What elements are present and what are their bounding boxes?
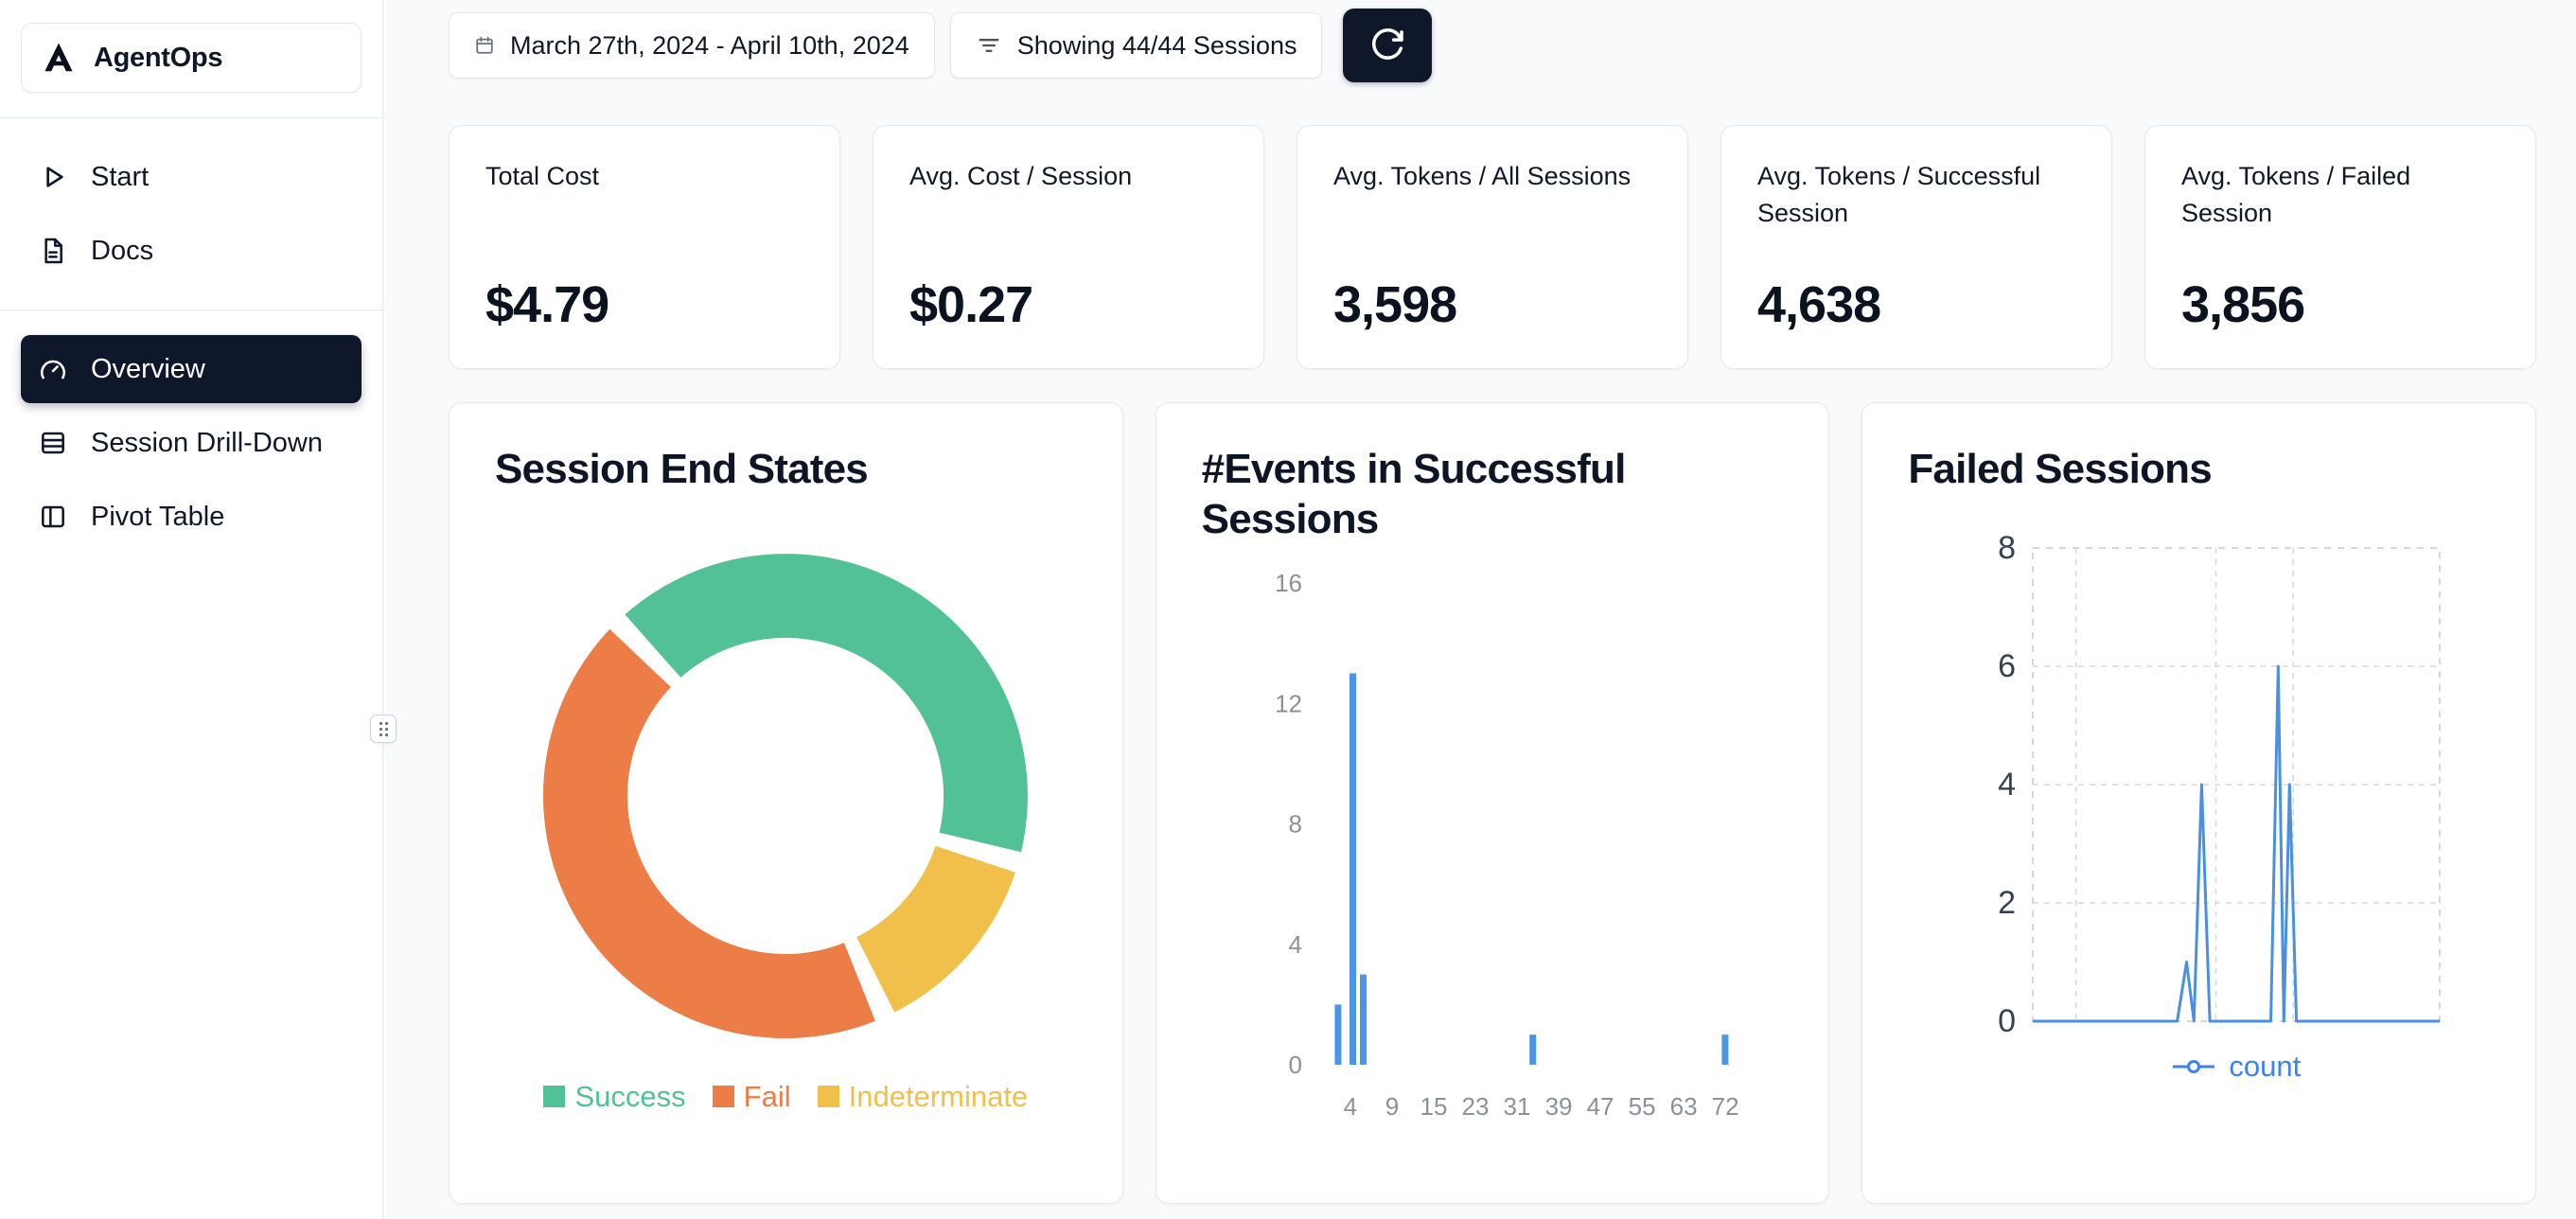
nav-label: Start xyxy=(91,161,150,192)
gauge-icon xyxy=(38,354,68,384)
legend-label: count xyxy=(2229,1049,2302,1083)
legend-marker-icon xyxy=(2173,1059,2215,1073)
stat-label: Avg. Tokens / Successful Session xyxy=(1757,162,2041,228)
nav-label: Pivot Table xyxy=(91,501,225,532)
charts-row: Session End States Success Fail Indetermin… xyxy=(449,402,2537,1204)
events-histogram-card: #Events in Successful Sessions 0 4 8 12 16 4 9… xyxy=(1155,402,1830,1204)
chart-legend[interactable]: count xyxy=(2033,1050,2440,1084)
date-range-button[interactable]: March 27th, 2024 - April 10th, 2024 xyxy=(449,12,935,79)
sidebar-item-overview[interactable]: Overview xyxy=(21,335,362,403)
stats-row: Total Cost $4.79 Avg. Cost / Session $0.… xyxy=(449,125,2536,369)
svg-text:23: 23 xyxy=(1461,1092,1489,1117)
chart-title: Session End States xyxy=(495,446,869,492)
svg-text:72: 72 xyxy=(1711,1092,1738,1117)
nav-label: Docs xyxy=(91,235,154,266)
stat-value: 3,598 xyxy=(1333,276,1457,333)
svg-text:4: 4 xyxy=(1288,929,1301,958)
session-end-states-card: Session End States Success Fail Indetermin… xyxy=(449,402,1123,1204)
stat-label: Avg. Tokens / All Sessions xyxy=(1333,162,1632,190)
failed-sessions-card: Failed Sessions 0 2 4 6 8 count xyxy=(1861,402,2537,1204)
svg-text:8: 8 xyxy=(1288,809,1301,838)
app-title: AgentOps xyxy=(94,42,223,73)
legend-label: Success xyxy=(574,1079,686,1113)
legend-item-indeterminate: Indeterminate xyxy=(817,1079,1029,1114)
svg-text:12: 12 xyxy=(1275,689,1302,717)
svg-text:16: 16 xyxy=(1275,569,1302,597)
grip-dots-icon xyxy=(378,720,390,738)
legend-swatch xyxy=(712,1086,734,1108)
sessions-filter-button[interactable]: Showing 44/44 Sessions xyxy=(949,12,1323,79)
svg-text:6: 6 xyxy=(1998,648,2016,684)
stat-card-avg-tokens-successful: Avg. Tokens / Successful Session 4,638 xyxy=(1720,125,2112,369)
svg-text:8: 8 xyxy=(1998,530,2016,566)
sidebar-item-docs[interactable]: Docs xyxy=(21,217,362,285)
svg-text:2: 2 xyxy=(1998,885,2016,921)
stat-value: 3,856 xyxy=(2181,276,2305,333)
svg-text:9: 9 xyxy=(1385,1092,1398,1117)
refresh-button[interactable] xyxy=(1343,9,1433,82)
stat-card-avg-cost-session: Avg. Cost / Session $0.27 xyxy=(873,125,1264,369)
sidebar-resize-handle[interactable] xyxy=(370,715,397,743)
divider xyxy=(0,309,382,310)
svg-text:15: 15 xyxy=(1420,1092,1447,1117)
svg-text:0: 0 xyxy=(1288,1051,1301,1079)
legend-label: Indeterminate xyxy=(848,1079,1029,1113)
legend-label: Fail xyxy=(743,1079,791,1113)
svg-text:31: 31 xyxy=(1503,1092,1530,1117)
svg-text:4: 4 xyxy=(1998,767,2016,803)
sidebar-item-session-drill-down[interactable]: Session Drill-Down xyxy=(21,409,362,477)
svg-text:0: 0 xyxy=(1998,1003,2016,1039)
calendar-icon xyxy=(474,35,495,56)
nav-label: Overview xyxy=(91,353,205,384)
line-chart: 0 2 4 6 8 xyxy=(1998,530,2442,1039)
topbar: March 27th, 2024 - April 10th, 2024 Show… xyxy=(449,0,2576,82)
date-range-label: March 27th, 2024 - April 10th, 2024 xyxy=(510,30,909,60)
svg-text:4: 4 xyxy=(1343,1092,1356,1117)
donut-legend: Success Fail Indeterminate xyxy=(495,1080,1077,1114)
app-logo[interactable]: AgentOps xyxy=(21,23,362,93)
legend-swatch xyxy=(543,1086,566,1108)
sidebar: AgentOps Start Docs Overview Session Dri… xyxy=(0,0,383,1219)
donut-chart xyxy=(543,553,1029,1038)
legend-item-fail: Fail xyxy=(712,1079,791,1114)
docs-icon xyxy=(38,236,68,266)
stat-value: $0.27 xyxy=(909,276,1033,333)
svg-text:39: 39 xyxy=(1544,1092,1572,1117)
stat-label: Avg. Tokens / Failed Session xyxy=(2181,162,2411,228)
legend-item-success: Success xyxy=(543,1079,686,1114)
divider xyxy=(0,117,382,118)
agentops-logo-icon xyxy=(41,40,77,76)
chart-title: Failed Sessions xyxy=(1908,446,2212,492)
sidebar-item-start[interactable]: Start xyxy=(21,143,362,211)
stat-card-avg-tokens-failed: Avg. Tokens / Failed Session 3,856 xyxy=(2144,125,2536,369)
stat-card-total-cost: Total Cost $4.79 xyxy=(449,125,840,369)
refresh-icon xyxy=(1368,26,1406,64)
play-icon xyxy=(38,162,68,192)
sidebar-item-pivot-table[interactable]: Pivot Table xyxy=(21,483,362,551)
bar-chart: 0 4 8 12 16 4 9 15 23 31 39 47 55 63 72 xyxy=(1275,569,1739,1117)
stat-card-avg-tokens-all: Avg. Tokens / All Sessions 3,598 xyxy=(1297,125,1688,369)
legend-swatch xyxy=(817,1086,839,1108)
stat-label: Avg. Cost / Session xyxy=(909,162,1133,190)
stat-value: $4.79 xyxy=(485,276,609,333)
stat-value: 4,638 xyxy=(1757,276,1881,333)
svg-text:47: 47 xyxy=(1586,1092,1614,1117)
nav-label: Session Drill-Down xyxy=(91,427,323,458)
chart-title: #Events in Successful Sessions xyxy=(1201,446,1627,542)
svg-text:55: 55 xyxy=(1628,1092,1655,1117)
sessions-filter-label: Showing 44/44 Sessions xyxy=(1016,30,1297,60)
stat-label: Total Cost xyxy=(485,162,600,190)
svg-text:63: 63 xyxy=(1669,1092,1697,1117)
layout-list-icon xyxy=(38,428,68,458)
columns-icon xyxy=(38,502,68,532)
filter-icon xyxy=(976,32,1002,59)
main-content: March 27th, 2024 - April 10th, 2024 Show… xyxy=(384,0,2576,1219)
